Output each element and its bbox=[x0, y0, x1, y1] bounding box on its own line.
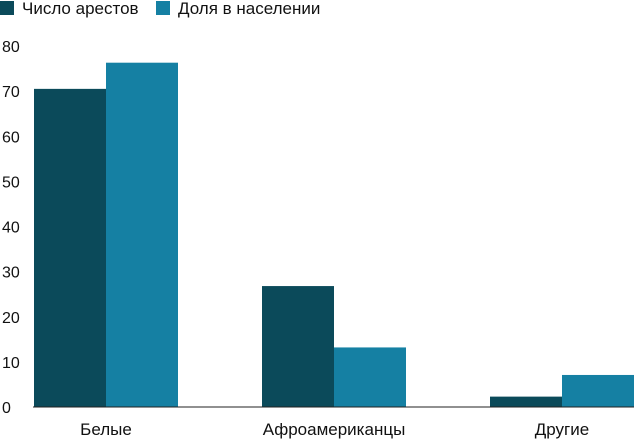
y-tick-label: 50 bbox=[2, 174, 20, 191]
y-tick-label: 80 bbox=[2, 39, 20, 56]
legend-item-population: Доля в населении bbox=[156, 0, 320, 18]
y-axis-tick-labels: 0 10 20 30 40 50 60 70 80 bbox=[2, 39, 20, 417]
bar-population-1 bbox=[334, 347, 406, 407]
y-tick-label: 60 bbox=[2, 129, 20, 146]
bar-arrests-0 bbox=[34, 88, 106, 408]
y-tick-label: 20 bbox=[2, 310, 20, 327]
legend-label-population: Доля в населении bbox=[178, 0, 320, 18]
y-tick-label: 10 bbox=[2, 355, 20, 372]
legend-item-arrests: Число арестов bbox=[0, 0, 139, 18]
legend: Число арестов Доля в населении bbox=[0, 0, 320, 18]
legend-label-arrests: Число арестов bbox=[22, 0, 139, 18]
bar-population-0 bbox=[106, 62, 178, 407]
bar-population-2 bbox=[562, 374, 634, 407]
y-tick-label: 30 bbox=[2, 265, 20, 282]
x-category-label: Белые bbox=[80, 420, 132, 439]
y-tick-label: 40 bbox=[2, 220, 20, 237]
y-tick-label: 0 bbox=[2, 400, 11, 417]
bars bbox=[34, 62, 634, 408]
legend-swatch-arrests bbox=[0, 1, 14, 15]
x-category-label: Афроамериканцы bbox=[263, 420, 406, 439]
legend-swatch-population bbox=[156, 1, 170, 15]
x-category-label: Другие bbox=[535, 420, 589, 439]
y-tick-label: 70 bbox=[2, 84, 20, 101]
x-axis-category-labels: Белые Афроамериканцы Другие bbox=[80, 420, 589, 439]
bar-arrests-2 bbox=[490, 396, 562, 407]
bar-arrests-1 bbox=[262, 286, 334, 407]
